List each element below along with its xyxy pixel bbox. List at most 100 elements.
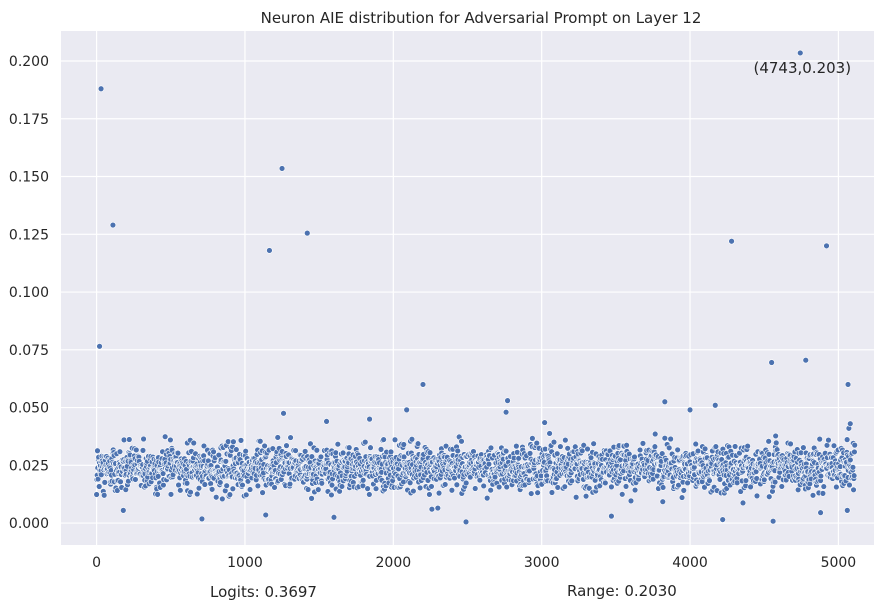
data-point [280, 410, 287, 417]
data-point [541, 419, 548, 426]
data-point [513, 442, 520, 450]
data-point [622, 483, 630, 490]
data-point [239, 481, 246, 489]
data-point [448, 487, 456, 494]
data-point [568, 477, 575, 485]
y-tick-label: 0.175 [9, 112, 49, 128]
data-point [403, 406, 410, 414]
data-point [658, 450, 666, 457]
data-point [304, 229, 311, 237]
data-point [553, 450, 561, 457]
data-point [830, 442, 838, 449]
data-point [485, 460, 493, 468]
data-point [198, 515, 206, 523]
data-point [819, 490, 827, 497]
data-point [533, 439, 540, 447]
data-point [820, 483, 827, 490]
data-point [177, 487, 184, 494]
data-point [286, 480, 294, 488]
data-point [208, 486, 216, 493]
data-point [315, 486, 322, 493]
data-point [846, 481, 853, 489]
y-tick-label: 0.200 [9, 54, 49, 70]
data-point [254, 482, 262, 490]
data-point [503, 483, 510, 491]
data-point [161, 433, 169, 440]
data-point [787, 440, 794, 448]
data-point [534, 489, 541, 496]
data-point [529, 435, 536, 442]
data-point [262, 511, 269, 519]
data-point [416, 484, 424, 492]
data-point [627, 497, 635, 505]
x-tick-label: 2000 [376, 555, 412, 571]
data-point [674, 446, 681, 454]
data-point [101, 479, 108, 486]
data-point [400, 441, 407, 448]
data-point [548, 489, 556, 496]
data-points [93, 49, 858, 526]
data-point [278, 165, 286, 172]
data-point [140, 435, 147, 443]
data-point [308, 495, 315, 502]
data-point [823, 442, 831, 449]
data-point [483, 494, 491, 502]
data-point [608, 483, 615, 491]
data-point [269, 445, 276, 452]
y-tick-label: 0.025 [9, 458, 49, 474]
data-point [515, 455, 522, 462]
data-point [480, 482, 487, 490]
data-point [442, 442, 450, 450]
data-point [462, 518, 470, 526]
data-point [502, 408, 510, 416]
data-point [772, 432, 779, 440]
data-point [584, 445, 591, 453]
data-point [602, 479, 609, 487]
data-point [825, 436, 832, 444]
y-tick-label: 0.075 [9, 343, 49, 359]
data-point [261, 442, 268, 450]
data-point [765, 438, 772, 445]
data-point [771, 478, 779, 486]
data-point [816, 435, 823, 443]
data-point [117, 478, 124, 485]
data-point [328, 481, 336, 489]
y-tick-label: 0.100 [9, 285, 49, 301]
data-point [680, 487, 687, 494]
data-point [564, 445, 571, 452]
data-point [694, 447, 702, 455]
data-point [659, 498, 666, 505]
data-point [362, 438, 369, 446]
data-point [96, 343, 103, 350]
data-point [554, 484, 561, 491]
data-point [651, 443, 659, 450]
data-point [659, 484, 667, 491]
data-point [850, 486, 857, 493]
data-point [366, 491, 373, 498]
data-point [190, 439, 197, 447]
data-point [346, 444, 353, 451]
data-point [462, 479, 470, 487]
data-point [100, 492, 108, 499]
data-point [739, 499, 747, 507]
data-point [773, 439, 780, 447]
data-point [850, 472, 858, 479]
data-point [308, 453, 316, 460]
data-point [230, 438, 237, 445]
data-point [387, 448, 395, 456]
data-point [823, 242, 830, 250]
data-point [229, 485, 237, 492]
data-point [706, 477, 713, 484]
data-point [367, 444, 374, 451]
data-point [742, 477, 750, 484]
data-point [849, 464, 857, 471]
data-point [428, 483, 435, 490]
data-point [712, 402, 719, 409]
data-point [120, 507, 127, 514]
data-point [678, 494, 686, 501]
data-point [435, 489, 443, 497]
data-point [317, 453, 325, 461]
data-point [133, 446, 140, 454]
annotations: (4743,0.203) [753, 59, 851, 77]
data-point [851, 448, 858, 456]
